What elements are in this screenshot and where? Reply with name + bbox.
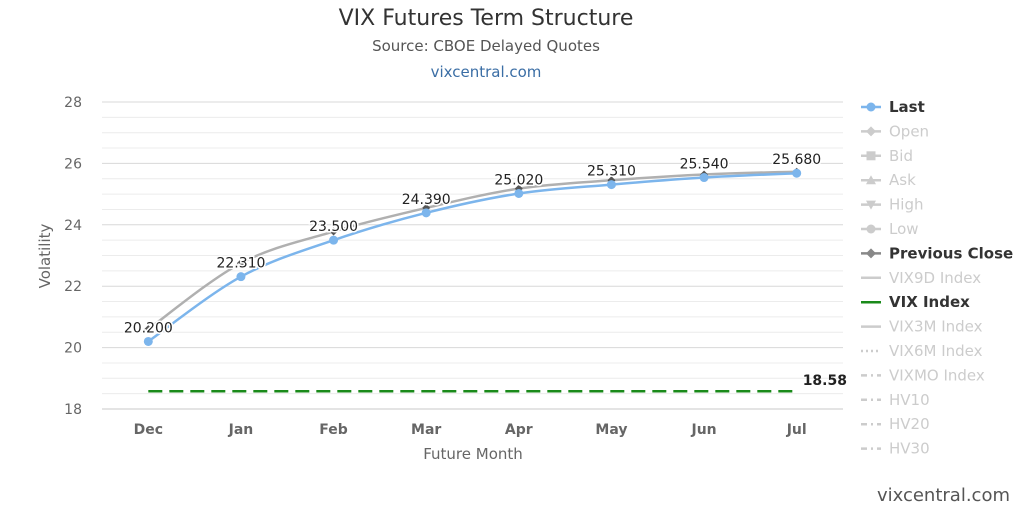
legend-item-hv10[interactable]: HV10 <box>861 391 930 409</box>
legend-item-last[interactable]: Last <box>861 98 925 116</box>
y-tick-label: 28 <box>64 95 82 111</box>
legend-item-ask[interactable]: Ask <box>861 171 916 189</box>
legend-label: VIX9D Index <box>889 269 981 287</box>
legend-symbol-marker <box>866 126 876 137</box>
last-data-label: 20.200 <box>124 320 173 336</box>
last-point <box>699 173 709 183</box>
y-tick-label: 18 <box>64 402 82 418</box>
series-group <box>143 167 802 393</box>
x-tick-label: Dec <box>134 422 163 438</box>
legend-symbol-marker <box>866 224 876 234</box>
legend-item-previous-close[interactable]: Previous Close <box>861 244 1013 262</box>
previous-close-point <box>329 227 338 236</box>
legend-item-vix-index[interactable]: VIX Index <box>861 293 970 311</box>
x-tick-label: Mar <box>411 422 441 438</box>
previous-close-point <box>144 325 153 334</box>
legend-item-hv20[interactable]: HV20 <box>861 415 930 433</box>
legend-symbol-marker <box>866 248 876 259</box>
legend-item-vix3m-index[interactable]: VIX3M Index <box>861 318 983 336</box>
last-data-label: 22.310 <box>216 256 265 272</box>
legend-label: Low <box>889 220 919 238</box>
legend-item-open[interactable]: Open <box>861 122 929 140</box>
last-data-label: 23.500 <box>309 219 358 235</box>
legend-label: VIX3M Index <box>889 318 983 336</box>
y-tick-label: 24 <box>64 218 82 234</box>
previous-close-point <box>236 259 245 268</box>
x-axis: Dec Jan Feb Mar Apr May Jun Jul <box>134 422 807 438</box>
legend-label: Last <box>889 98 925 116</box>
legend: Last Open Bid Ask High Low Previous Close VIX9D… <box>861 98 1013 458</box>
previous-close-line <box>147 170 797 331</box>
chart-subtitle: Source: CBOE Delayed Quotes <box>372 37 600 55</box>
legend-symbol-marker <box>866 151 876 161</box>
last-data-label: 25.310 <box>587 164 636 180</box>
last-point <box>143 336 153 346</box>
legend-item-vixmo-index[interactable]: VIXMO Index <box>861 366 985 384</box>
legend-symbol-marker <box>866 200 876 210</box>
legend-item-hv30[interactable]: HV30 <box>861 440 930 458</box>
legend-label: HV30 <box>889 440 930 458</box>
y-tick-label: 22 <box>64 279 82 295</box>
legend-label: High <box>889 196 923 214</box>
legend-item-high[interactable]: High <box>861 196 923 214</box>
legend-item-bid[interactable]: Bid <box>861 147 913 165</box>
legend-item-low[interactable]: Low <box>861 220 919 238</box>
x-tick-label: Jan <box>228 422 254 438</box>
legend-item-vix6m-index[interactable]: VIX6M Index <box>861 342 983 360</box>
last-point <box>236 272 246 282</box>
legend-label: VIX Index <box>889 293 970 311</box>
last-point <box>792 168 802 178</box>
x-tick-label: May <box>595 422 627 438</box>
last-data-label: 25.680 <box>772 152 821 168</box>
legend-item-vix9d-index[interactable]: VIX9D Index <box>861 269 981 287</box>
source-link[interactable]: vixcentral.com <box>430 63 542 81</box>
data-labels: 20.200 22.310 23.500 24.390 25.020 25.310 25.5… <box>122 151 847 389</box>
vix-index-label: 18.58 <box>803 373 847 389</box>
x-tick-label: Jul <box>786 422 807 438</box>
x-tick-label: Feb <box>319 422 348 438</box>
last-point <box>514 188 524 198</box>
legend-label: VIXMO Index <box>889 366 985 384</box>
legend-label: VIX6M Index <box>889 342 983 360</box>
y-axis-label: Volatility <box>36 223 54 288</box>
legend-label: Open <box>889 122 929 140</box>
chart-title: VIX Futures Term Structure <box>338 6 634 31</box>
legend-label: HV20 <box>889 415 930 433</box>
watermark: vixcentral.com <box>876 485 1010 506</box>
legend-label: HV10 <box>889 391 930 409</box>
last-point <box>421 208 431 218</box>
last-point <box>606 180 616 190</box>
y-axis: 18 20 22 24 26 28 <box>64 95 82 418</box>
last-data-label: 24.390 <box>402 192 451 208</box>
grid-lines <box>102 101 843 410</box>
x-tick-label: Jun <box>690 422 716 438</box>
x-tick-label: Apr <box>505 422 533 438</box>
last-data-label: 25.540 <box>680 157 729 173</box>
y-tick-label: 20 <box>64 341 82 357</box>
last-data-label: 25.020 <box>494 172 543 188</box>
y-tick-label: 26 <box>64 156 82 172</box>
legend-label: Bid <box>889 147 913 165</box>
legend-symbol-marker <box>866 102 876 112</box>
legend-label: Ask <box>889 171 916 189</box>
legend-label: Previous Close <box>889 244 1013 262</box>
legend-symbol-marker <box>866 175 876 185</box>
last-point <box>329 235 339 245</box>
x-axis-label: Future Month <box>423 445 523 463</box>
